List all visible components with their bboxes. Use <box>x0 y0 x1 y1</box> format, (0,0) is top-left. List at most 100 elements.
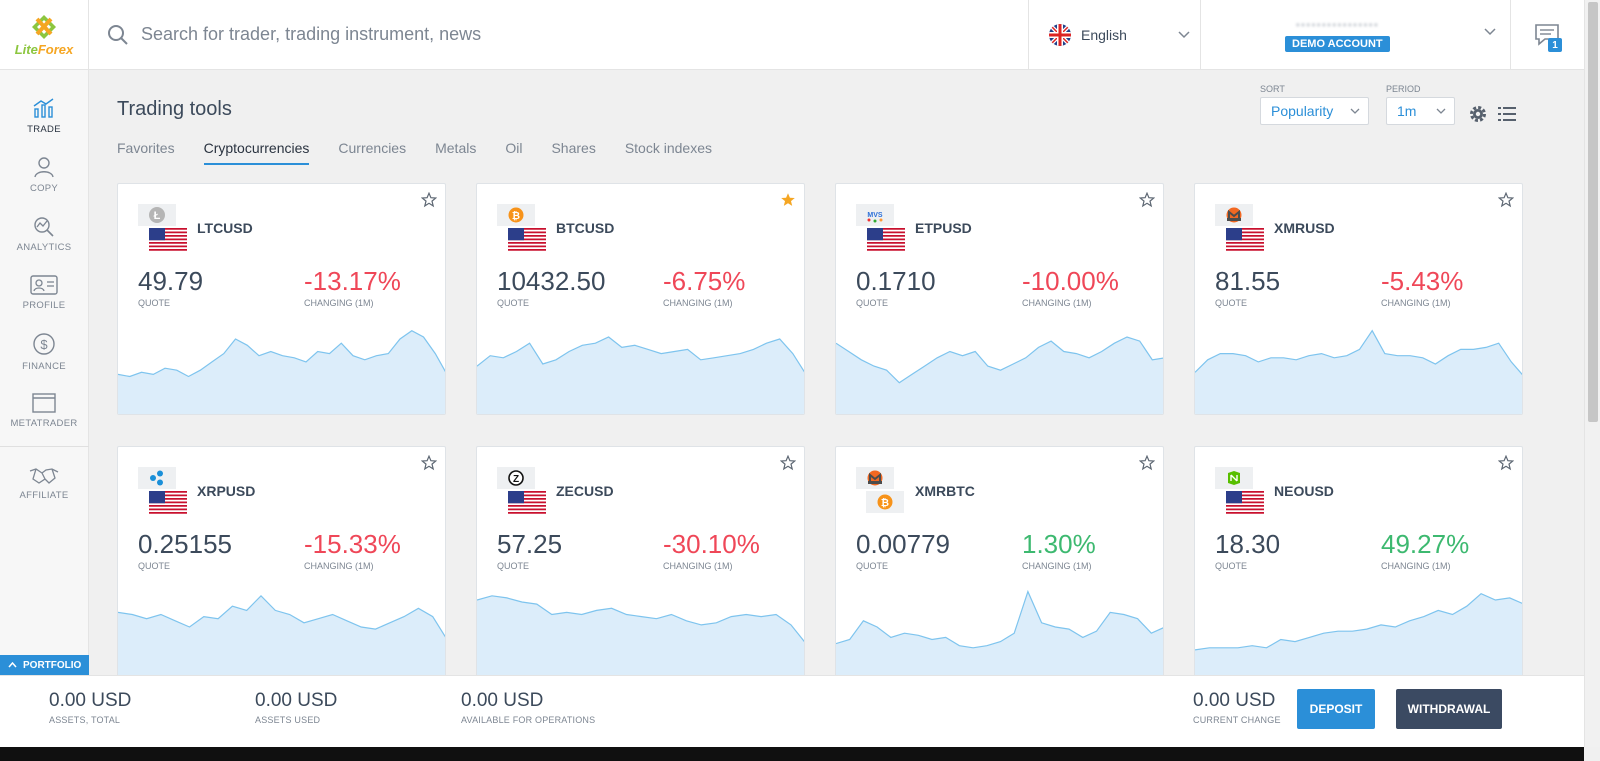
period-label: PERIOD <box>1386 84 1421 94</box>
sidebar-item-affiliate[interactable]: AFFILIATE <box>0 453 88 512</box>
quote-label: QUOTE <box>856 561 889 571</box>
zcash-icon: Z <box>497 467 535 489</box>
sidebar-item-profile[interactable]: PROFILE <box>0 263 88 322</box>
instrument-card-xmrusd[interactable]: XMRUSD 81.55 QUOTE -5.43% CHANGING (1M) <box>1194 183 1523 415</box>
quote-label: QUOTE <box>1215 298 1248 308</box>
change-value: -15.33% <box>304 529 401 559</box>
sidebar-item-copy[interactable]: COPY <box>0 145 88 204</box>
scrollbar[interactable] <box>1584 0 1600 747</box>
tab-cryptocurrencies[interactable]: Cryptocurrencies <box>203 140 310 165</box>
sort-control: SORT Popularity <box>1260 84 1369 125</box>
analytics-icon <box>34 216 54 237</box>
quote-value: 49.79 <box>138 266 204 296</box>
price-sparkline <box>477 595 804 675</box>
demo-account-badge: DEMO ACCOUNT <box>1285 35 1390 52</box>
scrollbar-thumb[interactable] <box>1588 2 1598 422</box>
star-icon[interactable] <box>1138 454 1156 476</box>
search-icon <box>108 24 128 45</box>
sidebar-item-finance[interactable]: $ FINANCE <box>0 322 88 381</box>
top-header: LiteForex English •••••••• <box>0 0 1584 70</box>
tab-oil[interactable]: Oil <box>505 140 523 156</box>
svg-text:Ł: Ł <box>154 210 161 222</box>
language-selector[interactable]: English <box>1029 0 1201 69</box>
star-icon[interactable] <box>1497 454 1515 476</box>
change-value: -5.43% <box>1381 266 1464 296</box>
quote-value: 10432.50 <box>497 266 606 296</box>
sparkline-area <box>836 591 1163 675</box>
search-input[interactable] <box>141 24 741 45</box>
price-sparkline <box>118 329 445 414</box>
change-label: CHANGING (1M) <box>304 561 374 571</box>
instrument-symbol: BTCUSD <box>556 220 615 236</box>
affiliate-icon <box>29 467 59 484</box>
sparkline-area <box>118 330 445 414</box>
bottom-strip <box>0 747 1584 761</box>
change-value: -6.75% <box>663 266 746 296</box>
quote-value: 18.30 <box>1215 529 1281 559</box>
tab-shares[interactable]: Shares <box>551 140 596 156</box>
star-icon[interactable] <box>420 191 438 213</box>
sort-value: Popularity <box>1271 103 1334 119</box>
messages-button[interactable]: 1 <box>1511 0 1584 69</box>
tab-currencies[interactable]: Currencies <box>338 140 407 156</box>
instrument-card-neousd[interactable]: NEOUSD 18.30 QUOTE 49.27% CHANGING (1M) <box>1194 446 1523 675</box>
assets-used-value: 0.00 USD <box>255 690 338 711</box>
star-icon[interactable] <box>1497 191 1515 213</box>
neo-icon <box>1215 467 1253 489</box>
instrument-card-zecusd[interactable]: Z ZECUSD 57.25 QUOTE -30.10% CHANGING (1M) <box>476 446 805 675</box>
period-dropdown[interactable]: 1m <box>1386 97 1455 125</box>
tab-metals[interactable]: Metals <box>435 140 477 156</box>
quote-value: 0.25155 <box>138 529 232 559</box>
instrument-card-xmrbtc[interactable]: ₿ XMRBTC 0.00779 QUOTE 1.30% CHANGING (1M) <box>835 446 1164 675</box>
tab-stock-indexes[interactable]: Stock indexes <box>624 140 712 156</box>
sort-dropdown[interactable]: Popularity <box>1260 97 1369 125</box>
change-value: -13.17% <box>304 266 401 296</box>
account-info: •••••••••••••••• DEMO ACCOUNT <box>1285 18 1390 52</box>
star-icon[interactable] <box>420 454 438 476</box>
instrument-card-etpusd[interactable]: MVS ETPUSD 0.1710 QUOTE -10.00% CHANGING (1M) <box>835 183 1164 415</box>
available-value: 0.00 USD <box>461 690 544 711</box>
chevron-up-icon <box>8 662 17 668</box>
svg-text:$: $ <box>40 337 48 352</box>
withdrawal-button[interactable]: WITHDRAWAL <box>1396 689 1502 729</box>
sparkline-line <box>1195 592 1522 651</box>
star-filled-icon[interactable] <box>780 192 796 213</box>
sidebar-item-label: COPY <box>29 182 59 194</box>
tab-favorites[interactable]: Favorites <box>117 140 175 156</box>
list-view-icon[interactable] <box>1497 105 1517 123</box>
instrument-symbol: XMRUSD <box>1274 220 1335 236</box>
assets-total-value: 0.00 USD <box>49 690 132 711</box>
us-flag-icon <box>867 228 905 252</box>
logo[interactable]: LiteForex <box>0 0 89 70</box>
bitcoin-icon: ₿ <box>497 204 535 226</box>
instrument-symbol: ETPUSD <box>915 220 972 236</box>
sparkline-area <box>118 595 445 675</box>
messages-count-badge: 1 <box>1548 38 1562 52</box>
deposit-button[interactable]: DEPOSIT <box>1297 689 1375 729</box>
quote-label: QUOTE <box>497 561 530 571</box>
star-icon[interactable] <box>1138 191 1156 213</box>
search-bar <box>89 0 1029 69</box>
sparkline-line <box>477 336 804 373</box>
instrument-card-btcusd[interactable]: ₿ BTCUSD 10432.50 QUOTE -6.75% CHANGING (1M) <box>476 183 805 415</box>
price-sparkline <box>1195 592 1522 675</box>
quote-label: QUOTE <box>856 298 889 308</box>
sidebar-item-trade[interactable]: TRADE <box>0 86 88 145</box>
bitcoin-icon: ₿ <box>866 491 904 513</box>
gear-icon[interactable] <box>1468 104 1488 124</box>
star-icon[interactable] <box>779 454 797 476</box>
instrument-symbol: NEOUSD <box>1274 483 1334 499</box>
us-flag-icon <box>149 228 187 252</box>
portfolio-toggle[interactable]: PORTFOLIO <box>0 655 89 675</box>
instrument-symbol: LTCUSD <box>197 220 253 236</box>
change-label: CHANGING (1M) <box>304 298 374 308</box>
instrument-card-xrpusd[interactable]: XRPUSD 0.25155 QUOTE -15.33% CHANGING (1M) <box>117 446 446 675</box>
instrument-card-ltcusd[interactable]: Ł LTCUSD 49.79 QUOTE -13.17% CHANGING (1M) <box>117 183 446 415</box>
sidebar-item-analytics[interactable]: ANALYTICS <box>0 204 88 263</box>
assets-total-label: ASSETS, TOTAL <box>49 715 121 725</box>
sidebar-item-label: PROFILE <box>22 299 66 311</box>
account-selector[interactable]: •••••••••••••••• DEMO ACCOUNT <box>1201 0 1511 69</box>
main-content: Trading tools Favorites Cryptocurrencies… <box>89 70 1584 675</box>
sidebar-item-metatrader[interactable]: METATRADER <box>0 381 88 440</box>
